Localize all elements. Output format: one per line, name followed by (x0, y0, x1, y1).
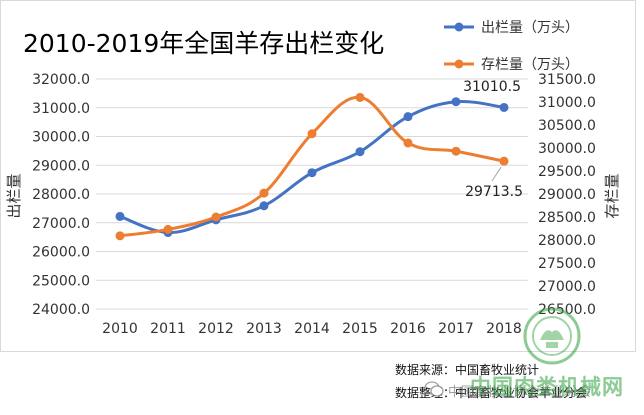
data-point (451, 97, 461, 107)
x-axis-ticks: 2010 2011 2012 2013 2014 2015 2016 2017 2018 (102, 321, 522, 337)
right-tick-label: 27500.0 (538, 256, 596, 272)
data-point (499, 102, 509, 112)
data-label-series-2-end: 29713.5 (465, 184, 523, 200)
left-tick-label: 25000.0 (32, 273, 90, 289)
x-tick-label: 2011 (150, 321, 186, 337)
data-point (451, 146, 461, 156)
left-tick-label: 29000.0 (32, 158, 90, 174)
data-point (355, 92, 365, 102)
legend: 出栏量（万头） 存栏量（万头） (444, 20, 579, 73)
left-axis-ticks: 24000.0 25000.0 26000.0 27000.0 28000.0 29000… (32, 72, 90, 318)
data-labels: 31010.5 29713.5 (463, 79, 523, 200)
right-tick-label: 31000.0 (538, 95, 596, 111)
logo-seal (523, 307, 581, 365)
data-point (115, 231, 125, 241)
legend-marker (454, 22, 464, 32)
chart-title: 2010-2019年全国羊存出栏变化 (23, 29, 384, 58)
series-line-1 (118, 99, 506, 235)
left-tick-label: 24000.0 (32, 302, 90, 318)
right-tick-label: 28500.0 (538, 210, 596, 226)
right-axis-title: 存栏量 (603, 173, 621, 218)
right-tick-label: 26500.0 (538, 302, 596, 318)
left-axis-title: 出栏量 (5, 173, 23, 218)
wechat-icon (424, 381, 444, 397)
right-axis-ticks: 26500.0 27000.0 27500.0 28000.0 28500.0 29000… (538, 72, 596, 318)
x-tick-label: 2015 (342, 321, 378, 337)
x-tick-label: 2014 (294, 321, 330, 337)
watermark-wechat-name: 中国畜牧业协会羊业分会 (448, 385, 592, 400)
data-point (163, 224, 173, 234)
data-point (403, 138, 413, 148)
series-line-2 (118, 95, 506, 238)
legend-marker (454, 59, 464, 69)
data-point (115, 211, 125, 221)
data-point (307, 168, 317, 178)
data-point (259, 188, 269, 198)
right-tick-label: 30000.0 (538, 141, 596, 157)
right-tick-label: 30500.0 (538, 118, 596, 134)
left-tick-label: 30000.0 (32, 130, 90, 146)
data-point (499, 156, 509, 166)
left-tick-label: 26000.0 (32, 245, 90, 261)
data-point (211, 212, 221, 222)
legend-label: 出栏量（万头） (481, 20, 579, 36)
x-tick-label: 2010 (102, 321, 138, 337)
left-tick-label: 28000.0 (32, 187, 90, 203)
data-point (259, 201, 269, 211)
chart-frame: 2010-2019年全国羊存出栏变化 24000.0 25000.0 26000.0… (0, 0, 636, 352)
data-point (355, 147, 365, 157)
x-tick-label: 2013 (246, 321, 282, 337)
right-tick-label: 27000.0 (538, 279, 596, 295)
line-chart: 2010-2019年全国羊存出栏变化 24000.0 25000.0 26000.0… (5, 20, 621, 337)
data-point (307, 129, 317, 139)
x-tick-label: 2012 (198, 321, 234, 337)
right-tick-label: 29500.0 (538, 164, 596, 180)
right-tick-label: 31500.0 (538, 72, 596, 88)
legend-label: 存栏量（万头） (481, 57, 579, 73)
right-tick-label: 28000.0 (538, 233, 596, 249)
data-source-note: 数据来源：中国畜牧业统计 (395, 363, 540, 377)
left-tick-label: 32000.0 (32, 72, 90, 88)
data-label-series-1-end: 31010.5 (463, 79, 521, 95)
leader-line (491, 166, 502, 182)
right-tick-label: 29000.0 (538, 187, 596, 203)
left-tick-label: 31000.0 (32, 101, 90, 117)
data-point (403, 112, 413, 122)
watermark-site-name: 中国肉类机械网 (470, 375, 624, 399)
left-tick-label: 27000.0 (32, 216, 90, 232)
x-tick-label: 2017 (438, 321, 474, 337)
series-layer (115, 92, 509, 241)
gridlines (96, 78, 528, 310)
x-tick-label: 2018 (486, 321, 522, 337)
x-tick-label: 2016 (390, 321, 426, 337)
